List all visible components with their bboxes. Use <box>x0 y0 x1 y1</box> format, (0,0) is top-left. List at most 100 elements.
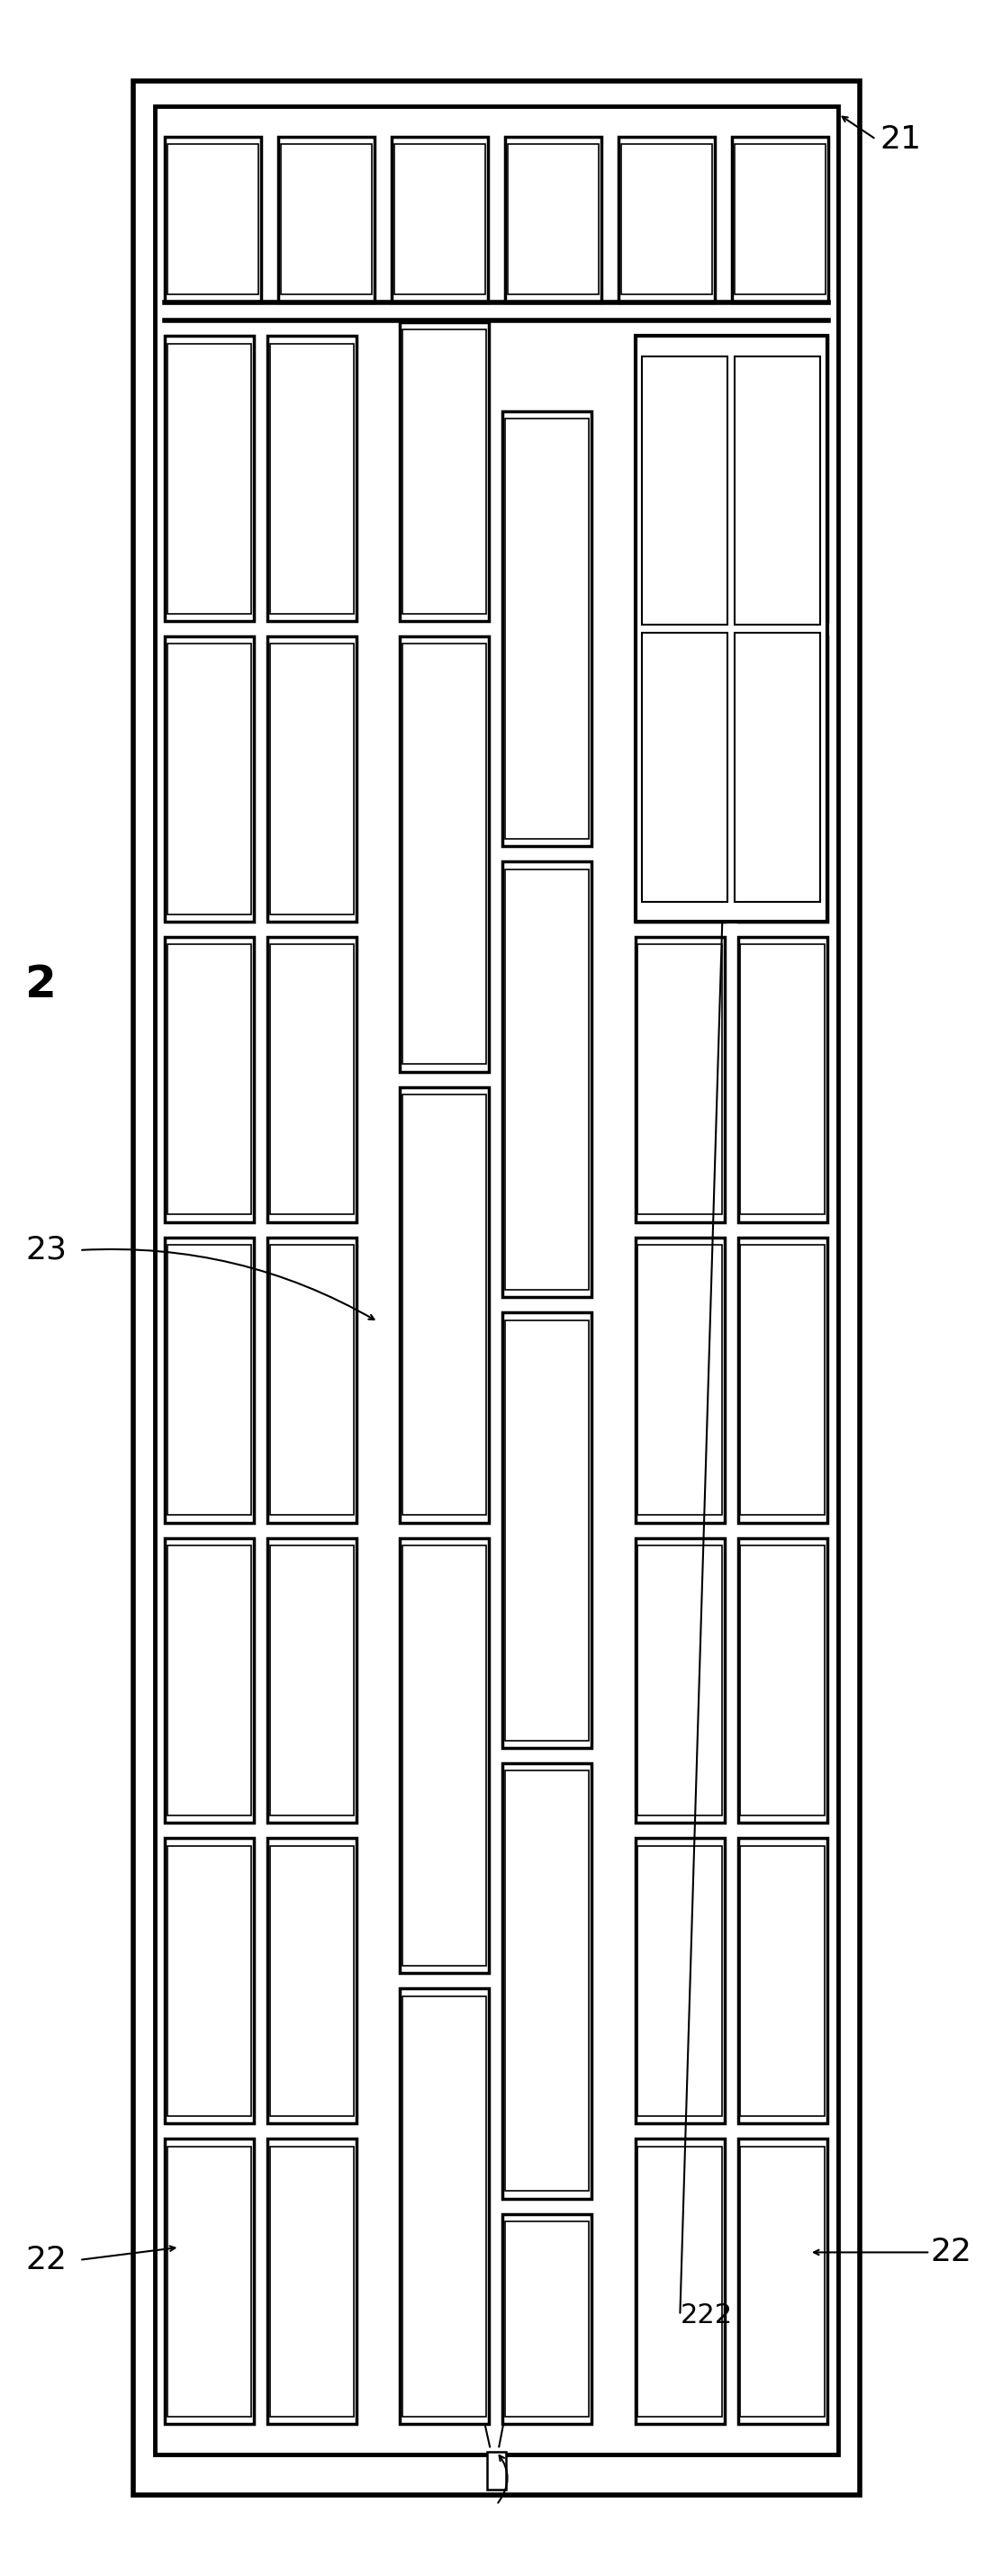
Bar <box>402 1996 487 2416</box>
Bar <box>400 636 489 1072</box>
Bar <box>167 945 251 1213</box>
Bar <box>507 144 599 294</box>
Bar <box>167 2146 251 2416</box>
Bar <box>502 2213 592 2424</box>
Bar <box>642 355 728 626</box>
Bar <box>505 417 589 840</box>
Bar <box>165 1538 253 1824</box>
Bar <box>738 636 827 922</box>
Bar <box>636 1839 724 2123</box>
Bar <box>134 82 859 2494</box>
Text: 22: 22 <box>930 2236 972 2267</box>
Bar <box>488 2452 505 2488</box>
Bar <box>642 634 728 902</box>
Bar <box>638 945 722 1213</box>
Bar <box>267 1538 356 1824</box>
Bar <box>741 1244 824 1515</box>
Bar <box>638 1847 722 2115</box>
Text: 23: 23 <box>25 1234 67 1265</box>
Bar <box>270 2146 354 2416</box>
Bar <box>165 938 253 1221</box>
Bar <box>165 1236 253 1522</box>
Bar <box>167 644 251 914</box>
Bar <box>741 1546 824 1816</box>
Bar <box>270 1546 354 1816</box>
Bar <box>402 330 487 613</box>
Bar <box>741 343 824 613</box>
Bar <box>165 1839 253 2123</box>
Bar <box>636 1538 724 1824</box>
Bar <box>400 1989 489 2424</box>
Bar <box>267 636 356 922</box>
Bar <box>505 868 589 1291</box>
Bar <box>270 644 354 914</box>
Bar <box>636 335 827 922</box>
Bar <box>165 335 253 621</box>
Bar <box>165 2138 253 2424</box>
Bar <box>502 412 592 848</box>
Bar <box>735 355 820 626</box>
Bar <box>636 636 724 922</box>
Bar <box>735 144 826 294</box>
Bar <box>167 144 258 294</box>
Bar <box>391 137 488 301</box>
Bar <box>732 137 828 301</box>
Bar <box>636 335 724 621</box>
Bar <box>402 1546 487 1965</box>
Bar <box>505 2221 589 2416</box>
Bar <box>400 322 489 621</box>
Bar <box>402 644 487 1064</box>
Bar <box>638 1244 722 1515</box>
Bar <box>167 1847 251 2115</box>
Bar <box>267 938 356 1221</box>
Bar <box>505 137 602 301</box>
Bar <box>402 1095 487 1515</box>
Bar <box>167 1546 251 1816</box>
Bar <box>270 945 354 1213</box>
Bar <box>165 137 261 301</box>
Bar <box>400 1538 489 1973</box>
Bar <box>636 1236 724 1522</box>
Bar <box>165 636 253 922</box>
Bar <box>619 137 715 301</box>
Text: 2: 2 <box>25 963 57 1007</box>
Bar <box>741 945 824 1213</box>
Bar <box>638 2146 722 2416</box>
Bar <box>502 863 592 1298</box>
Bar <box>267 335 356 621</box>
Bar <box>267 1236 356 1522</box>
Bar <box>502 1311 592 1749</box>
Bar <box>167 343 251 613</box>
Bar <box>741 2146 824 2416</box>
Bar <box>400 1087 489 1522</box>
Bar <box>270 1244 354 1515</box>
Bar <box>270 343 354 613</box>
Bar <box>738 938 827 1221</box>
Bar <box>735 634 820 902</box>
Bar <box>738 335 827 621</box>
Bar <box>505 1770 589 2192</box>
Bar <box>280 144 372 294</box>
Bar <box>738 2138 827 2424</box>
Bar <box>638 644 722 914</box>
Bar <box>621 144 713 294</box>
Bar <box>636 2138 724 2424</box>
Bar <box>638 343 722 613</box>
Bar <box>741 1847 824 2115</box>
Bar <box>738 1839 827 2123</box>
Bar <box>267 2138 356 2424</box>
Bar <box>738 1236 827 1522</box>
Bar <box>636 938 724 1221</box>
Text: 21: 21 <box>880 124 922 155</box>
Text: 222: 222 <box>680 2303 732 2329</box>
Bar <box>638 1546 722 1816</box>
Bar <box>267 1839 356 2123</box>
Bar <box>738 1538 827 1824</box>
Bar <box>505 1319 589 1741</box>
Bar <box>502 1762 592 2200</box>
Bar <box>167 1244 251 1515</box>
Bar <box>270 1847 354 2115</box>
Bar <box>741 644 824 914</box>
Bar <box>155 106 838 2455</box>
Bar <box>278 137 374 301</box>
